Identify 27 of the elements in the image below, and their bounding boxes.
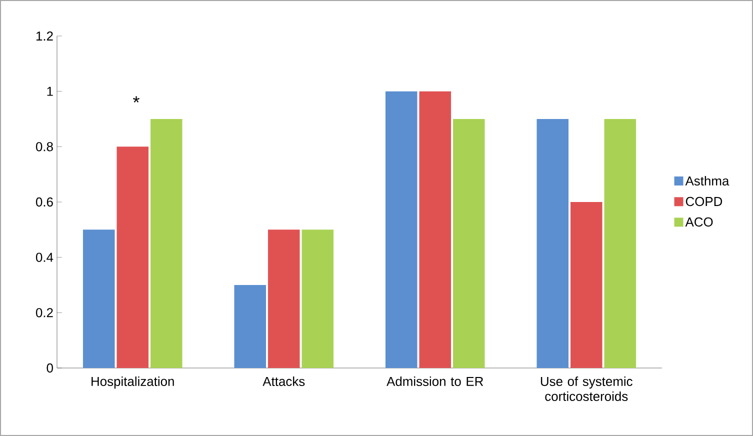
- annotation: *: [133, 96, 140, 103]
- y-tick-label: 1.2: [36, 31, 53, 41]
- legend-label: ACO: [685, 217, 713, 227]
- bar: [302, 230, 334, 368]
- y-tick-label: 0.4: [36, 252, 54, 262]
- legend-label: Asthma: [685, 176, 730, 186]
- bar: [419, 91, 452, 368]
- legend-label: COPD: [686, 196, 722, 206]
- y-tick-label: 0.6: [36, 197, 53, 207]
- y-tick-label: 1: [47, 86, 53, 96]
- bar: [116, 146, 149, 368]
- bar: [604, 118, 636, 368]
- bar: [536, 118, 568, 368]
- bar: [234, 285, 266, 368]
- bar: [453, 118, 485, 368]
- bar: [82, 230, 115, 368]
- bar: [570, 202, 602, 368]
- y-tick-label: 0: [46, 363, 53, 373]
- y-tick-label: 0.8: [36, 142, 53, 152]
- x-tick-label: Use of systemic corticosteroids: [540, 376, 632, 401]
- bar: [150, 118, 182, 368]
- y-tick-label: 0.2: [36, 308, 53, 318]
- bar: [268, 230, 300, 368]
- bar: [385, 91, 418, 368]
- x-tick-label: Admission to ER: [386, 376, 484, 386]
- x-tick-label: Attacks: [262, 376, 305, 386]
- x-tick-label: Hospitalization: [92, 376, 174, 389]
